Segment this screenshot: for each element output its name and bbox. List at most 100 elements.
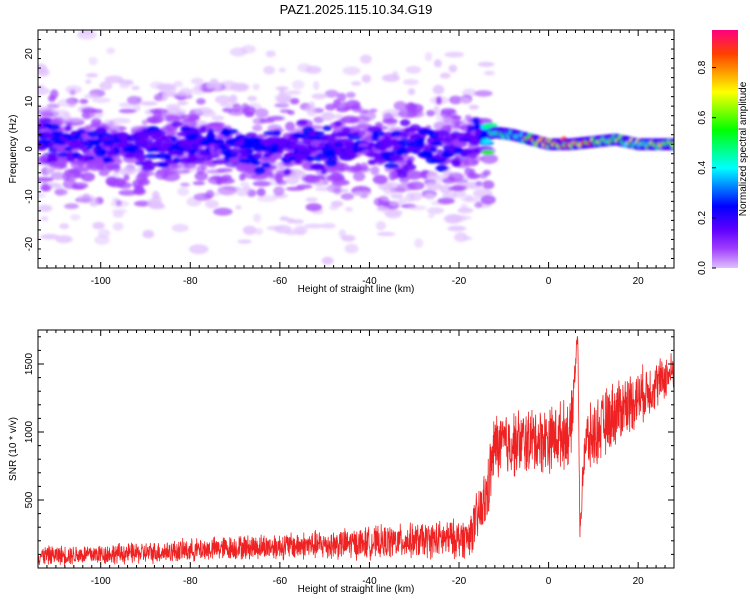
spectrogram-cell bbox=[448, 185, 465, 192]
spectrogram-cell bbox=[52, 144, 68, 149]
spectrogram-cell bbox=[408, 102, 415, 109]
spectrogram-cell bbox=[407, 181, 425, 191]
spectrogram-cell bbox=[289, 98, 300, 105]
spectrogram-cell bbox=[292, 132, 304, 139]
spectrogram-cell bbox=[186, 156, 197, 164]
spectrogram-cell bbox=[173, 157, 181, 163]
spectrogram-cell bbox=[261, 162, 272, 168]
spectrogram-cell bbox=[38, 118, 52, 123]
spectrogram-cell bbox=[172, 92, 193, 97]
spectrogram-frame bbox=[37, 29, 675, 269]
spectrogram-cell bbox=[325, 159, 338, 167]
spectrogram-cell bbox=[118, 189, 137, 196]
spectrogram-cell bbox=[273, 186, 285, 196]
spectrogram-cell bbox=[376, 231, 396, 237]
spectrogram-cell bbox=[477, 61, 495, 67]
spectrogram-cell bbox=[215, 95, 231, 105]
spectrogram-cell bbox=[272, 153, 283, 160]
spectrogram-cell bbox=[111, 117, 131, 124]
spectrogram-cell bbox=[135, 153, 146, 161]
spectrogram-cell bbox=[357, 109, 370, 114]
spectrogram-cell bbox=[54, 162, 65, 170]
spectrogram-cell bbox=[399, 119, 411, 127]
spectrogram-cell bbox=[340, 192, 355, 201]
spectrogram-cell bbox=[465, 155, 484, 162]
spectrogram-cell bbox=[154, 93, 163, 102]
spectrogram-cell bbox=[301, 132, 310, 140]
spectrogram-cell bbox=[435, 96, 442, 105]
spectrogram-cell bbox=[158, 113, 176, 118]
spectrogram-cell bbox=[309, 164, 326, 171]
spectrogram-cell bbox=[285, 186, 305, 191]
spectrogram-cell bbox=[86, 160, 105, 171]
spectrogram-cell bbox=[432, 84, 445, 95]
spectrogram-cell bbox=[396, 171, 408, 179]
spectrogram-cell bbox=[446, 214, 467, 223]
spectrogram-cell bbox=[213, 207, 233, 216]
spectrogram-cell bbox=[398, 177, 410, 183]
colorbar-label: Normalized spectral amplitude bbox=[738, 81, 749, 216]
spectrogram-cell bbox=[481, 138, 491, 144]
colorbar: 0.0 0.2 0.4 0.6 0.8 Normalized spectral ampl… bbox=[697, 30, 749, 275]
spectrogram-cell bbox=[236, 162, 252, 172]
spectrogram-cell bbox=[400, 130, 410, 138]
spectrogram-cell bbox=[324, 89, 339, 98]
spectrogram-cell bbox=[142, 229, 155, 239]
spectrogram-cell bbox=[472, 117, 480, 125]
spectrogram-cell bbox=[460, 96, 471, 104]
spectrogram-cell bbox=[65, 175, 77, 182]
spectrogram-cell bbox=[286, 218, 295, 224]
y-tick-label: -20 bbox=[24, 237, 35, 252]
spectrogram-cell bbox=[77, 194, 96, 204]
spectrogram-cell bbox=[269, 148, 281, 154]
spectrogram-cell bbox=[205, 199, 219, 209]
x-tick-label: -80 bbox=[183, 576, 198, 587]
spectrogram-cell bbox=[38, 155, 48, 163]
spectrogram-cell bbox=[64, 203, 79, 210]
spectrogram-cell bbox=[38, 68, 50, 77]
spectrogram-cell bbox=[70, 167, 90, 173]
spectrogram-cell bbox=[371, 133, 379, 142]
spectrogram-cell bbox=[266, 115, 285, 121]
spectrogram-cell bbox=[439, 184, 453, 194]
spectrogram-cell bbox=[252, 83, 260, 91]
spectrogram-cell bbox=[196, 164, 205, 175]
spectrogram-cell bbox=[390, 193, 403, 199]
spectrogram-cell bbox=[50, 171, 65, 180]
spectrogram-cell bbox=[194, 107, 213, 115]
spectrogram-cell bbox=[403, 170, 424, 180]
x-tick-label: -20 bbox=[452, 576, 467, 587]
y-tick-label: 20 bbox=[24, 48, 35, 60]
spectrogram-cell bbox=[469, 168, 476, 177]
spectrogram-cell bbox=[47, 154, 59, 163]
spectrogram-cell bbox=[38, 139, 52, 144]
spectrogram-cell bbox=[64, 124, 73, 131]
spectrogram-cell bbox=[246, 189, 257, 198]
spectrogram-cell bbox=[85, 79, 92, 84]
spectrogram-cell bbox=[180, 182, 190, 187]
spectrogram-cell bbox=[426, 171, 439, 180]
spectrogram-cell bbox=[141, 171, 155, 177]
x-tick-label: -80 bbox=[183, 276, 198, 287]
spectrogram-cell bbox=[59, 223, 70, 230]
spectrogram-cell bbox=[252, 180, 272, 187]
spectrogram-cell bbox=[345, 206, 353, 212]
spectrogram-cell bbox=[670, 142, 674, 149]
colorbar-tick-label: 0.0 bbox=[697, 261, 708, 275]
spectrogram-cell bbox=[88, 56, 98, 66]
colorbar-tick-label: 0.4 bbox=[697, 160, 708, 174]
spectrogram-cell bbox=[435, 130, 450, 137]
spectrogram-cell bbox=[177, 100, 189, 106]
spectrogram-cell bbox=[161, 91, 177, 97]
spectrogram-cell bbox=[435, 164, 448, 172]
spectrogram-cell bbox=[356, 123, 372, 129]
spectrogram-cell bbox=[45, 168, 55, 174]
spectrogram-cell bbox=[450, 131, 461, 139]
spectrogram-cell bbox=[252, 144, 263, 151]
spectrogram-cell bbox=[336, 176, 346, 181]
spectrogram-cell bbox=[448, 95, 463, 105]
spectrogram-cell bbox=[46, 103, 60, 109]
spectrogram-cell bbox=[444, 51, 465, 58]
